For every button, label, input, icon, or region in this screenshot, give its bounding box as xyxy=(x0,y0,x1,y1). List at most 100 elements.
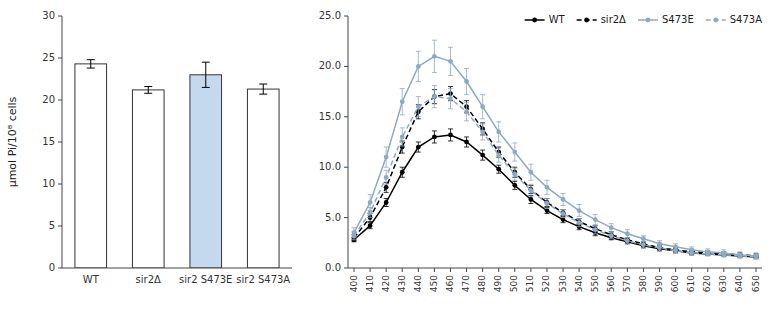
series-marker xyxy=(738,254,743,259)
series-line xyxy=(354,135,756,257)
series-marker xyxy=(657,245,662,250)
error-bar xyxy=(368,208,373,218)
series-marker xyxy=(448,96,453,101)
series-line xyxy=(354,94,756,256)
series-marker xyxy=(561,197,566,202)
x-tick xyxy=(723,268,724,272)
x-tick-label: 530 xyxy=(558,275,568,292)
series-marker xyxy=(625,238,630,243)
error-bar xyxy=(657,245,662,251)
bar-marks xyxy=(75,60,279,268)
series-marker xyxy=(721,252,726,257)
error-bar xyxy=(609,224,614,232)
error-bar xyxy=(689,251,694,255)
series-marker xyxy=(593,217,598,222)
error-bar xyxy=(480,150,485,160)
series-marker xyxy=(480,130,485,135)
series-marker xyxy=(577,208,582,213)
y-tick xyxy=(58,100,62,101)
error-bar xyxy=(754,255,759,259)
error-bar xyxy=(448,89,453,109)
series-marker xyxy=(384,175,389,180)
error-bar xyxy=(448,47,453,75)
error-bar xyxy=(528,164,533,180)
series-marker xyxy=(609,233,614,238)
error-bar xyxy=(496,122,501,142)
series-marker xyxy=(528,197,533,202)
error-bar xyxy=(384,198,389,206)
series-marker xyxy=(754,255,759,260)
error-bar xyxy=(561,193,566,205)
series-marker xyxy=(464,140,469,145)
series-marker xyxy=(545,201,550,206)
series-marker xyxy=(368,223,373,228)
x-tick xyxy=(370,268,371,272)
series-marker xyxy=(464,109,469,114)
series-marker xyxy=(625,231,630,236)
series-marker xyxy=(641,242,646,247)
y-tick xyxy=(58,58,62,59)
series-marker xyxy=(721,252,726,257)
bar xyxy=(75,64,107,268)
line-marks xyxy=(352,40,759,259)
y-tick-label: 0 xyxy=(49,262,55,273)
y-tick-label: 20 xyxy=(42,94,55,105)
x-axis-line xyxy=(348,268,762,269)
x-tick xyxy=(434,268,435,272)
legend-marker xyxy=(713,18,718,23)
y-tick xyxy=(344,217,348,218)
series-marker xyxy=(400,99,405,104)
x-tick-label: 590 xyxy=(654,275,664,292)
error-bar xyxy=(544,180,549,194)
series-marker xyxy=(528,188,533,193)
bar xyxy=(132,90,164,268)
error-bar xyxy=(577,204,582,216)
x-tick-label: 410 xyxy=(365,275,375,292)
x-tick-label: 510 xyxy=(525,275,535,292)
x-tick-label: 650 xyxy=(751,275,761,292)
x-tick-label: sir2 S473E xyxy=(179,274,232,285)
error-bar xyxy=(464,103,469,121)
error-bar xyxy=(448,129,453,141)
error-bar xyxy=(432,40,437,72)
x-tick xyxy=(450,268,451,272)
error-bar xyxy=(202,62,210,87)
y-tick-label: 5.0 xyxy=(325,212,341,223)
x-tick xyxy=(659,268,660,272)
series-marker xyxy=(384,200,389,205)
x-tick xyxy=(563,268,564,272)
series-marker xyxy=(400,135,405,140)
x-tick-label: sir2Δ xyxy=(136,274,161,285)
series-marker xyxy=(673,248,678,253)
error-bar xyxy=(464,68,469,94)
series-marker xyxy=(432,135,437,140)
y-tick xyxy=(344,167,348,168)
x-tick xyxy=(546,268,547,272)
x-tick xyxy=(579,268,580,272)
y-tick-label: 20.0 xyxy=(319,60,341,71)
series-marker xyxy=(368,200,373,205)
x-tick-label: 520 xyxy=(541,275,551,292)
x-axis-line xyxy=(62,268,292,269)
error-bar xyxy=(512,168,517,180)
x-tick xyxy=(418,268,419,272)
series-marker xyxy=(754,255,759,260)
series-marker xyxy=(384,155,389,160)
x-tick-label: 400 xyxy=(349,275,359,292)
error-bar xyxy=(400,128,405,146)
bar xyxy=(190,75,222,268)
error-bar xyxy=(561,210,566,218)
y-tick-label: 15 xyxy=(42,136,55,147)
x-tick-label: 490 xyxy=(493,275,503,292)
x-tick-label: 450 xyxy=(429,275,439,292)
series-marker xyxy=(609,225,614,230)
error-bar xyxy=(641,242,646,248)
y-tick-label: 25.0 xyxy=(319,10,341,21)
series-marker xyxy=(448,59,453,64)
x-tick-label: 580 xyxy=(638,275,648,292)
error-bar xyxy=(87,60,95,68)
series-marker xyxy=(432,54,437,59)
error-bar xyxy=(577,219,582,227)
x-tick xyxy=(691,268,692,272)
series-marker xyxy=(705,251,710,256)
